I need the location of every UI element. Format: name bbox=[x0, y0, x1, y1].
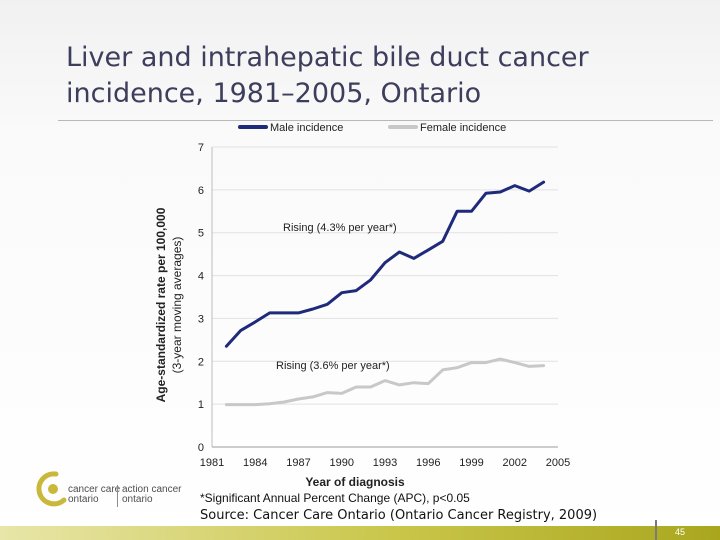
logo-text-right: action cancer ontario bbox=[122, 484, 182, 505]
slide-title-line-2: incidence, 1981–2005, Ontario bbox=[66, 78, 482, 109]
annotation-male-trend: Rising (4.3% per year*) bbox=[283, 222, 397, 234]
y-tick-label-1: 1 bbox=[198, 399, 204, 411]
x-axis-title: Year of diagnosis bbox=[305, 475, 405, 489]
y-tick-label-0: 0 bbox=[198, 442, 204, 454]
y-tick-label-2: 2 bbox=[198, 356, 204, 368]
x-tick-label-2005: 2005 bbox=[546, 457, 570, 469]
slide-title-line-1: Liver and intrahepatic bile duct cancer bbox=[66, 42, 589, 73]
x-tick-label-1987: 1987 bbox=[286, 457, 310, 469]
page-number: 45 bbox=[675, 527, 686, 537]
legend-label-female-incidence: Female incidence bbox=[420, 122, 506, 134]
series-line-male-incidence bbox=[224, 180, 546, 348]
y-axis-title: Age-standardized rate per 100,000 bbox=[154, 207, 168, 402]
series-line-female-incidence bbox=[224, 357, 546, 407]
footer-bar bbox=[0, 526, 720, 540]
y-axis-subtitle: (3-year moving averages) bbox=[170, 237, 184, 374]
x-tick-label-1999: 1999 bbox=[459, 457, 483, 469]
footer-divider bbox=[655, 520, 657, 540]
x-tick-label-1984: 1984 bbox=[243, 457, 267, 469]
logo-mark bbox=[36, 471, 67, 507]
cancer-care-ontario-logo-icon bbox=[36, 471, 67, 507]
y-tick-label-6: 6 bbox=[198, 185, 204, 197]
x-tick-label-1981: 1981 bbox=[200, 457, 224, 469]
logo-text-left: cancer care ontario bbox=[68, 484, 121, 505]
annotation-female-trend: Rising (3.6% per year*) bbox=[276, 360, 390, 372]
source-citation: Source: Cancer Care Ontario (Ontario Can… bbox=[200, 508, 598, 523]
y-tick-label-3: 3 bbox=[198, 313, 204, 325]
y-tick-label-5: 5 bbox=[198, 228, 204, 240]
x-tick-label-1993: 1993 bbox=[373, 457, 397, 469]
logo-separator bbox=[117, 485, 118, 507]
legend-label-male-incidence: Male incidence bbox=[270, 122, 343, 134]
y-tick-label-4: 4 bbox=[198, 271, 204, 283]
title-divider bbox=[58, 120, 713, 121]
x-tick-label-1996: 1996 bbox=[416, 457, 440, 469]
footnote: *Significant Annual Percent Change (APC)… bbox=[200, 491, 470, 505]
y-tick-label-7: 7 bbox=[198, 142, 204, 154]
x-tick-label-2002: 2002 bbox=[503, 457, 527, 469]
slide-title: Liver and intrahepatic bile duct cancer … bbox=[66, 40, 706, 112]
x-tick-label-1990: 1990 bbox=[330, 457, 354, 469]
